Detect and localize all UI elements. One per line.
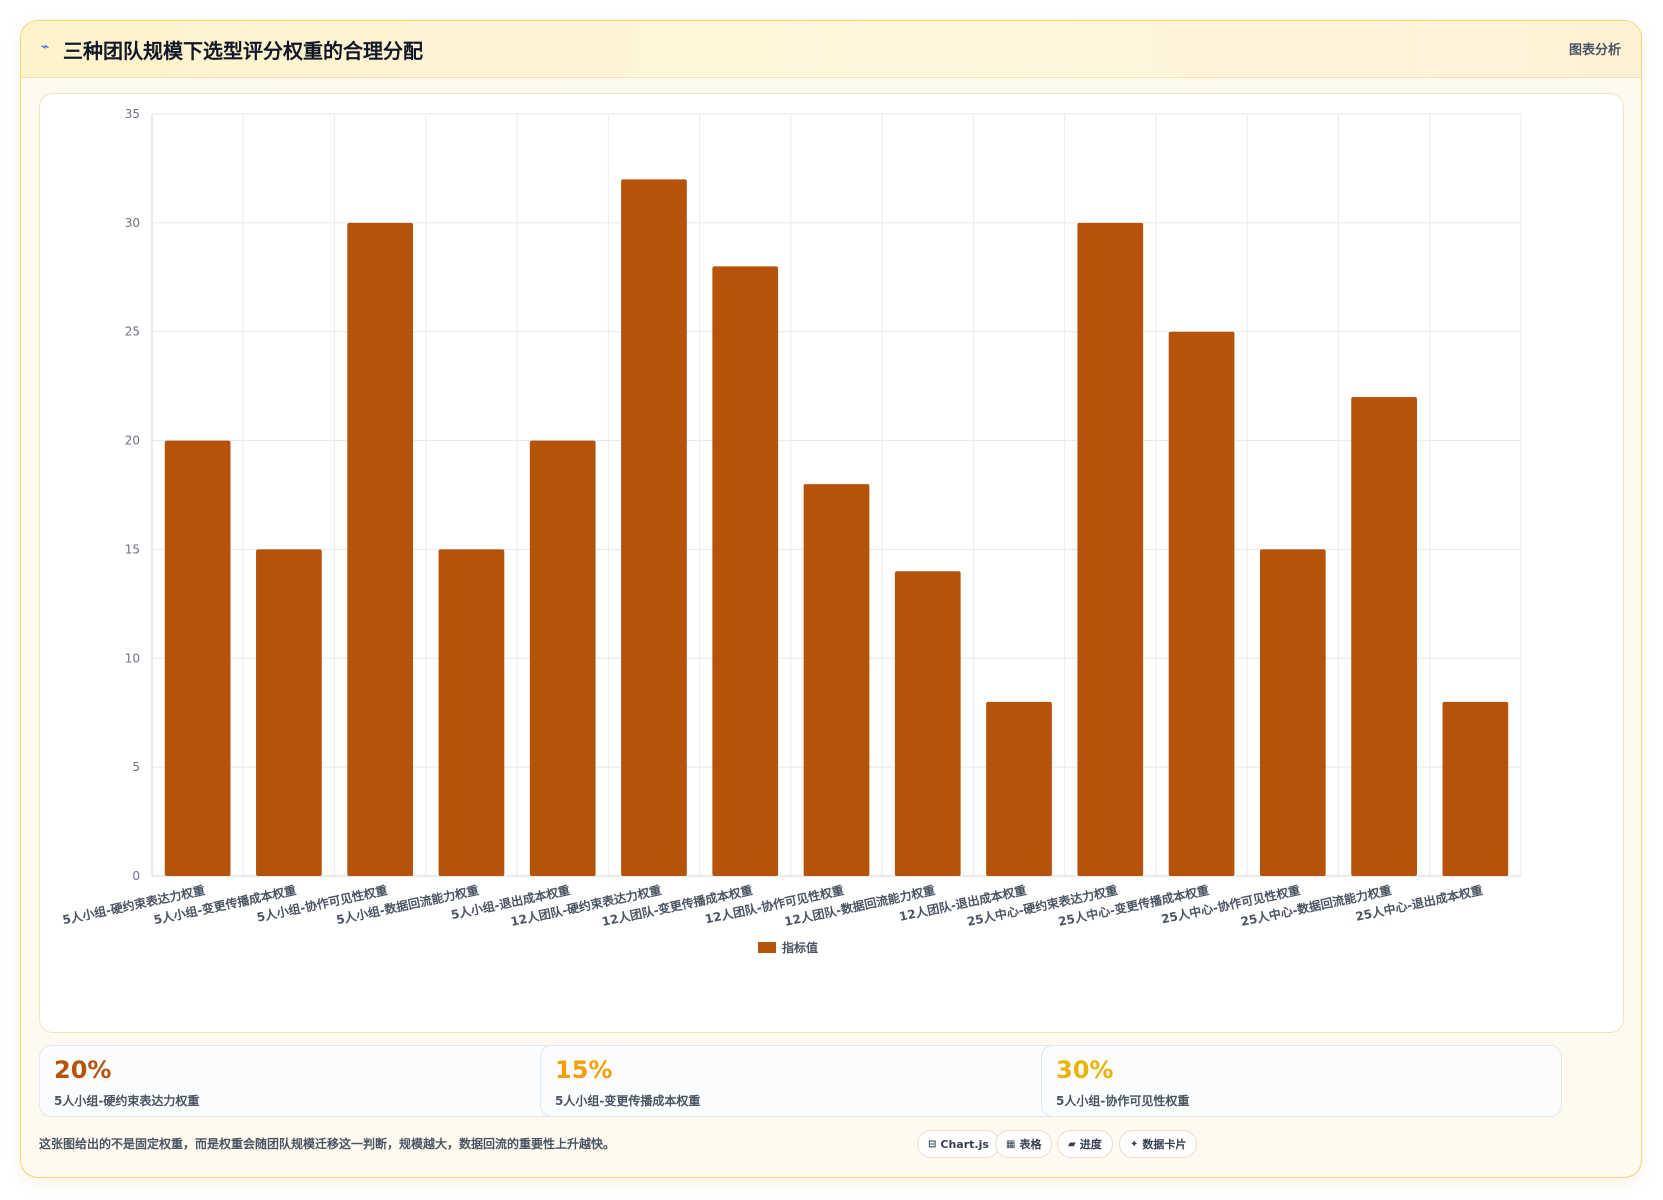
bar [1259, 549, 1326, 876]
y-tick-label: 30 [125, 216, 140, 230]
chart-icon: ⊟ [928, 1138, 937, 1150]
table-icon: ▦ [1006, 1138, 1016, 1150]
bar [438, 549, 505, 876]
chip-label: 进度 [1079, 1138, 1102, 1151]
chip-chartjs[interactable]: ⊟ Chart.js [917, 1130, 1000, 1158]
stat-value: 15% [555, 1056, 613, 1084]
y-tick-label: 25 [125, 325, 140, 339]
chip-label: 表格 [1019, 1138, 1042, 1151]
stat-card-3: 30% 5人小组-协作可见性权重 [1041, 1045, 1562, 1117]
legend-label: 指标值 [782, 940, 818, 955]
bar [894, 571, 961, 876]
card-header: ⌁ 三种团队规模下选型评分权重的合理分配 图表分析 [21, 21, 1641, 78]
bar [1351, 397, 1417, 876]
y-tick-label: 35 [125, 107, 140, 121]
bar [529, 440, 596, 876]
legend-swatch [758, 942, 776, 953]
y-tick-label: 5 [132, 760, 140, 774]
y-tick-label: 20 [125, 434, 140, 448]
chart-card: ⌁ 三种团队规模下选型评分权重的合理分配 图表分析 0 5 10 15 20 25 30 35… [20, 20, 1642, 1178]
bar [712, 266, 779, 876]
y-tick-label: 10 [125, 651, 140, 665]
bar [1442, 701, 1509, 876]
x-tick-label: 25人中心-硬约束表达力权重 [965, 882, 1118, 929]
bar [621, 179, 687, 877]
bar [803, 484, 870, 876]
chart-panel: 0 5 10 15 20 25 30 35 5人小组-硬约束表达力权重 5人小组-变更传播成本权重… [39, 93, 1624, 1033]
sparkle-icon: ✦ [1130, 1138, 1139, 1150]
footnote: 这张图给出的不是固定权重，而是权重会随团队规模迁移这一判断，规模越大，数据回流的… [39, 1137, 616, 1151]
stat-card-2: 15% 5人小组-变更传播成本权重 [540, 1045, 1061, 1117]
progress-icon: ▰ [1068, 1138, 1076, 1150]
x-tick-label: 12人团队-数据回流能力权重 [783, 882, 936, 929]
chip-table[interactable]: ▦ 表格 [995, 1130, 1053, 1158]
bar [1168, 331, 1235, 876]
y-tick-label: 0 [132, 869, 140, 883]
chip-label: 数据卡片 [1142, 1138, 1187, 1151]
chip-label: Chart.js [940, 1137, 989, 1151]
lightning-icon: ⌁ [41, 39, 50, 55]
chart-title: 三种团队规模下选型评分权重的合理分配 [63, 39, 423, 63]
x-tick-label: 12人团队-硬约束表达力权重 [509, 882, 662, 929]
chip-progress[interactable]: ▰ 进度 [1057, 1130, 1113, 1158]
stat-label: 5人小组-协作可见性权重 [1056, 1094, 1190, 1108]
x-tick-label: 25人中心-数据回流能力权重 [1239, 882, 1392, 929]
stat-value: 20% [54, 1056, 112, 1084]
stat-label: 5人小组-硬约束表达力权重 [54, 1094, 200, 1108]
x-tick-label: 25人中心-变更传播成本权重 [1057, 882, 1210, 929]
stat-cards: 20% 5人小组-硬约束表达力权重 15% 5人小组-变更传播成本权重 30% … [39, 1045, 1624, 1117]
stat-label: 5人小组-变更传播成本权重 [555, 1094, 701, 1108]
stat-value: 30% [1056, 1056, 1114, 1084]
bar [1077, 222, 1144, 876]
chip-data-card[interactable]: ✦ 数据卡片 [1119, 1130, 1198, 1158]
y-tick-label: 15 [125, 542, 140, 556]
stat-card-1: 20% 5人小组-硬约束表达力权重 [39, 1045, 560, 1117]
bar [164, 440, 231, 876]
bar [986, 701, 1052, 876]
bar [256, 549, 322, 876]
bar-chart: 051015202530355人小组-硬约束表达力权重5人小组-变更传播成本权重… [61, 107, 1522, 955]
x-tick-label: 12人团队-变更传播成本权重 [600, 882, 753, 929]
chart-analysis-tag: 图表分析 [1568, 43, 1621, 58]
bar [347, 222, 414, 876]
